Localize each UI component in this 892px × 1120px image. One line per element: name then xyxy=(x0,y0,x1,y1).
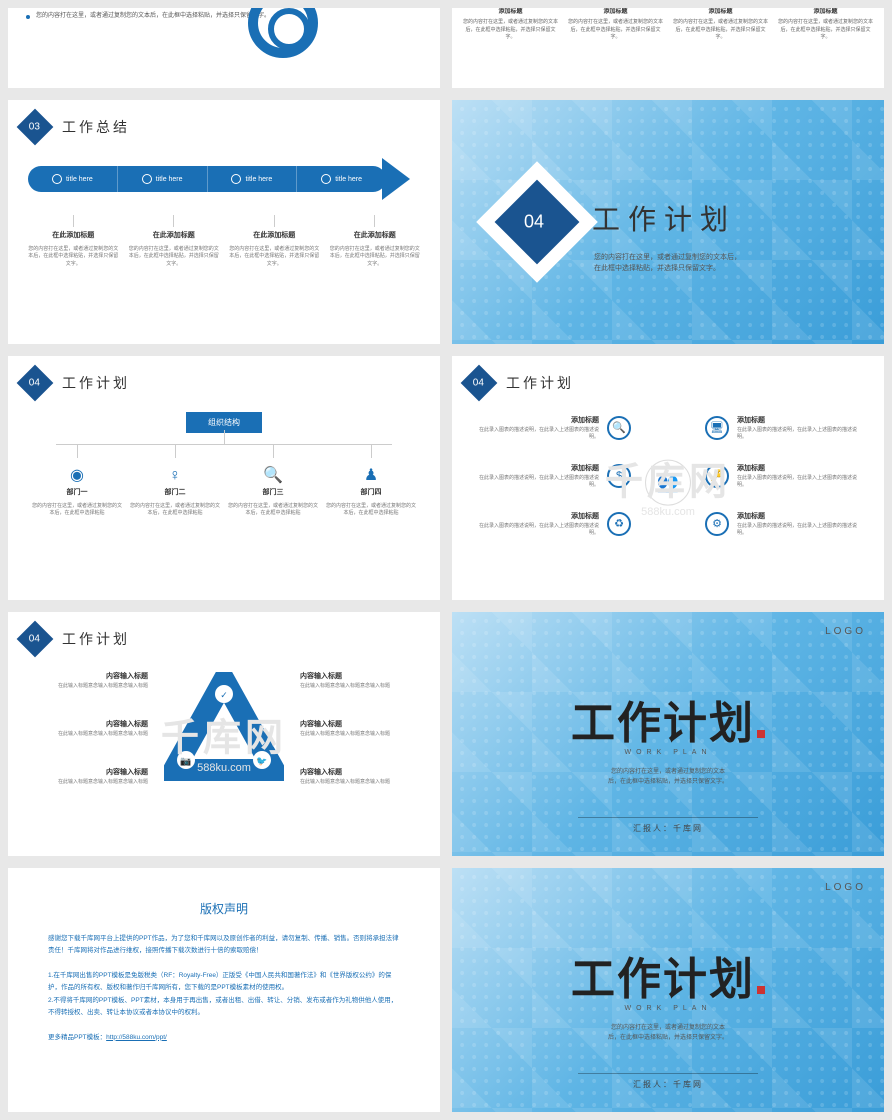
bullet: 您的内容打在这里，或者通过复制您的文本后，在此框中选择粘贴，并选择只保留文字。 xyxy=(26,12,270,22)
slide-3: 03工作总结 title heretitle heretitle heretit… xyxy=(8,100,440,344)
dept-icon: 🔍 xyxy=(263,464,283,484)
feature-item: 🔍添加标题在此录入图表的描述说明，在此录入上述图表的描述说明。 xyxy=(476,416,631,442)
section-num: 04 xyxy=(524,212,544,233)
svg-text:🐦: 🐦 xyxy=(256,756,267,766)
arrow-seg: title here xyxy=(118,166,208,192)
slide-4-section: 04 工作计划 您的内容打在这里，或者通过复制您的文本后，在此框中选择粘贴，并选… xyxy=(452,100,884,344)
svg-text:✓: ✓ xyxy=(220,690,228,700)
arrow-col: 在此添加标题您的内容打在这里，或者通过复制您的文本后，在此框中选择粘贴，并选择只… xyxy=(28,215,119,268)
arrow-seg: title here xyxy=(208,166,298,192)
arrow-col: 在此添加标题您的内容打在这里，或者通过复制您的文本后，在此框中选择粘贴，并选择只… xyxy=(330,215,421,268)
slide-partial-2: 添加标题您的内容打在这里，或者通过复制您的文本后，在此框中选择粘贴，并选择只保留… xyxy=(452,8,884,88)
feature-icon: 🖥 xyxy=(705,416,729,440)
dept-icon: ♟ xyxy=(361,464,381,484)
feature-item: 🔑添加标题在此录入图表的描述说明，在此录入上述图表的描述说明。 xyxy=(705,464,860,490)
slide-partial-1: 您的内容打在这里，或者通过复制您的文本后，在此框中选择粘贴，并选择只保留文字。 xyxy=(8,8,440,88)
feature-item: ⚙添加标题在此录入图表的描述说明，在此录入上述图表的描述说明。 xyxy=(705,512,860,538)
arrow-col: 在此添加标题您的内容打在这里，或者通过复制您的文本后，在此框中选择粘贴，并选择只… xyxy=(129,215,220,268)
col-item: 添加标题您的内容打在这里，或者通过复制您的文本后，在此框中选择粘贴，并选择只保留… xyxy=(567,8,664,42)
dept-icon: ◉ xyxy=(67,464,87,484)
meeting-icon: 👥 xyxy=(645,460,691,506)
slide-6: 04工作计划 👥 🔍添加标题在此录入图表的描述说明，在此录入上述图表的描述说明。… xyxy=(452,356,884,600)
arrow-seg: title here xyxy=(297,166,386,192)
feature-item: ♻添加标题在此录入图表的描述说明，在此录入上述图表的描述说明。 xyxy=(476,512,631,538)
col-item: 添加标题您的内容打在这里，或者通过复制您的文本后，在此框中选择粘贴，并选择只保留… xyxy=(672,8,769,42)
copyright-link[interactable]: http://588ku.com/ppt/ xyxy=(106,1034,167,1041)
arrow-process: title heretitle heretitle heretitle here xyxy=(28,158,410,200)
feature-icon: ♻ xyxy=(607,512,631,536)
cover-title: 工作计划 xyxy=(571,687,765,751)
copyright-l2: 2.不得将千库网的PPT模板、PPT素材，本身用于再出售，或者出租、出借、转让、… xyxy=(48,995,400,1020)
slide-title: 工作总结 xyxy=(62,117,130,137)
slide-cover-1: LOGO 工作计划 WORK PLAN 您的内容打在这里，或者通过复制您的文本后… xyxy=(452,612,884,856)
feature-icon: 🔑 xyxy=(705,464,729,488)
watermark-url: 588ku.com xyxy=(641,506,695,518)
seg-icon xyxy=(321,174,331,184)
seg-icon xyxy=(52,174,62,184)
tri-label: 内容输入标题在此输入标题意念输入标题意念输入标题 xyxy=(300,720,410,738)
logo-text: LOGO xyxy=(825,626,866,637)
feature-icon: 🔍 xyxy=(607,416,631,440)
tri-label: 内容输入标题在此输入标题意念输入标题意念输入标题 xyxy=(300,768,410,786)
feature-item: 🖥添加标题在此录入图表的描述说明，在此录入上述图表的描述说明。 xyxy=(705,416,860,442)
org-dept: ♟部门四您的内容打在这里，或者通过复制您的文本后，在此框中选择粘贴 xyxy=(322,444,420,518)
copyright-title: 版权声明 xyxy=(48,898,400,921)
target-icon xyxy=(248,8,318,58)
feature-item: $添加标题在此录入图表的描述说明，在此录入上述图表的描述说明。 xyxy=(476,464,631,490)
org-dept: 🔍部门三您的内容打在这里，或者通过复制您的文本后，在此框中选择粘贴 xyxy=(224,444,322,518)
arrow-seg: title here xyxy=(28,166,118,192)
section-title: 工作计划 xyxy=(592,198,736,238)
org-dept: ♀部门二您的内容打在这里，或者通过复制您的文本后，在此框中选择粘贴 xyxy=(126,444,224,518)
col-item: 添加标题您的内容打在这里，或者通过复制您的文本后，在此框中选择粘贴，并选择只保留… xyxy=(462,8,559,42)
tri-label: 内容输入标题在此输入标题意念输入标题意念输入标题 xyxy=(38,768,148,786)
tri-label: 内容输入标题在此输入标题意念输入标题意念输入标题 xyxy=(38,720,148,738)
feature-icon: $ xyxy=(607,464,631,488)
cover-subtitle: WORK PLAN xyxy=(624,749,711,756)
seal-icon xyxy=(757,730,765,738)
slide-5: 04工作计划 组织结构 ◉部门一您的内容打在这里，或者通过复制您的文本后，在此框… xyxy=(8,356,440,600)
slide-7: 04工作计划 ✓📷🐦 内容输入标题在此输入标题意念输入标题意念输入标题内容输入标… xyxy=(8,612,440,856)
slide-cover-2: LOGO 工作计划 WORK PLAN 您的内容打在这里，或者通过复制您的文本后… xyxy=(452,868,884,1112)
org-dept: ◉部门一您的内容打在这里，或者通过复制您的文本后，在此框中选择粘贴 xyxy=(28,444,126,518)
cover-author: 汇报人：千库网 xyxy=(633,823,703,834)
tri-label: 内容输入标题在此输入标题意念输入标题意念输入标题 xyxy=(38,672,148,690)
svg-text:📷: 📷 xyxy=(180,756,191,766)
col-item: 添加标题您的内容打在这里，或者通过复制您的文本后，在此框中选择粘贴，并选择只保留… xyxy=(777,8,874,42)
arrow-col: 在此添加标题您的内容打在这里，或者通过复制您的文本后，在此框中选择粘贴，并选择只… xyxy=(229,215,320,268)
slide-copyright: 版权声明 感谢您下载千库网平台上提供的PPT作品，为了您和千库网以及原创作者的利… xyxy=(8,868,440,1112)
arrow-head-icon xyxy=(382,158,410,200)
section-sub: 您的内容打在这里，或者通过复制您的文本后，在此框中选择粘贴，并选择只保留文字。 xyxy=(594,252,741,274)
cover-desc: 您的内容打在这里，或者通过复制您的文本后，在此框中选择粘贴，并选择只保留文字。 xyxy=(608,768,728,787)
copyright-l1: 1.在千库网出售的PPT模板是免版税类（RF：Royalty-Free）正版受《… xyxy=(48,970,400,995)
seg-icon xyxy=(142,174,152,184)
copyright-p1: 感谢您下载千库网平台上提供的PPT作品，为了您和千库网以及原创作者的利益，请勿复… xyxy=(48,933,400,958)
dept-icon: ♀ xyxy=(165,464,185,484)
seg-icon xyxy=(231,174,241,184)
tri-label: 内容输入标题在此输入标题意念输入标题意念输入标题 xyxy=(300,672,410,690)
num-diamond: 03 xyxy=(17,109,54,146)
feature-icon: ⚙ xyxy=(705,512,729,536)
